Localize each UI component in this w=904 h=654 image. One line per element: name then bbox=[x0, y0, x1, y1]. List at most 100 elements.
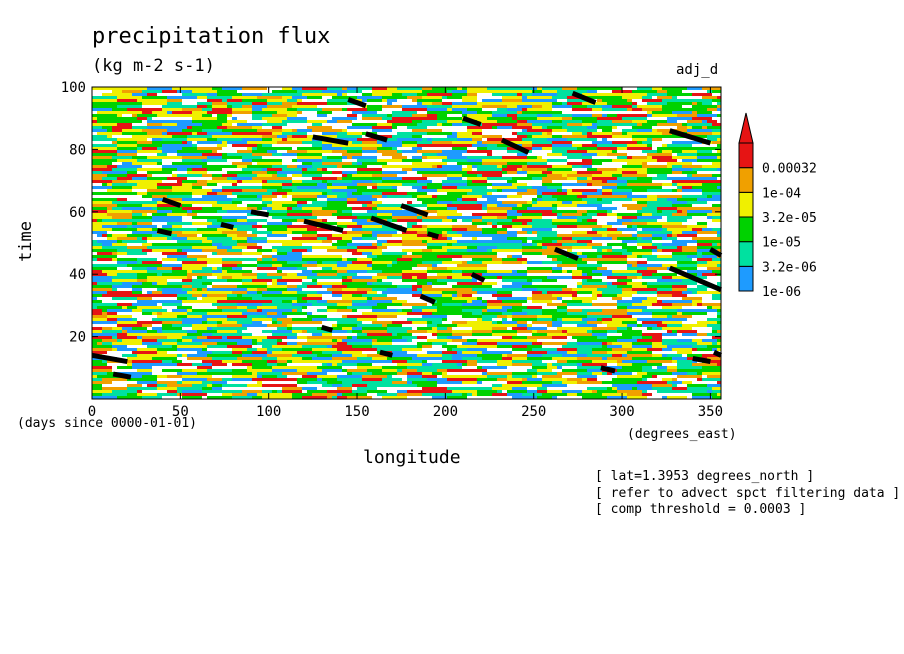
field-cell bbox=[417, 342, 432, 345]
field-cell bbox=[112, 228, 132, 231]
field-cell bbox=[562, 126, 587, 129]
field-cell bbox=[177, 294, 192, 297]
field-cell bbox=[417, 132, 427, 135]
field-cell bbox=[372, 186, 377, 189]
field-cell bbox=[92, 285, 112, 288]
field-cell bbox=[222, 276, 232, 279]
field-cell bbox=[102, 360, 107, 363]
field-cell bbox=[167, 132, 192, 135]
field-cell bbox=[472, 219, 482, 222]
field-cell bbox=[92, 108, 112, 111]
field-cell bbox=[632, 102, 637, 105]
field-cell bbox=[412, 357, 437, 360]
field-cell bbox=[282, 291, 297, 294]
field-cell bbox=[457, 345, 482, 348]
field-cell bbox=[302, 87, 327, 90]
dataset-tag: adj_d bbox=[676, 62, 719, 78]
field-cell bbox=[177, 153, 202, 156]
field-cell bbox=[442, 207, 447, 210]
field-cell bbox=[617, 147, 627, 150]
field-cell bbox=[377, 123, 387, 126]
field-cell bbox=[257, 375, 262, 378]
field-cell bbox=[117, 153, 137, 156]
field-cell bbox=[422, 96, 442, 99]
field-cell bbox=[477, 180, 487, 183]
field-cell bbox=[492, 114, 507, 117]
field-cell bbox=[682, 141, 702, 144]
field-cell bbox=[412, 195, 417, 198]
field-cell bbox=[617, 123, 637, 126]
field-cell bbox=[247, 165, 272, 168]
field-cell bbox=[462, 87, 467, 90]
threshold-segment bbox=[379, 349, 393, 358]
field-cell bbox=[442, 294, 452, 297]
field-cell bbox=[277, 270, 282, 273]
field-cell bbox=[547, 255, 567, 258]
field-cell bbox=[207, 96, 232, 99]
field-cell bbox=[132, 114, 137, 117]
field-cell bbox=[712, 369, 721, 372]
field-cell bbox=[142, 360, 162, 363]
field-cell bbox=[302, 174, 312, 177]
field-cell bbox=[717, 393, 721, 396]
field-cell bbox=[127, 318, 132, 321]
field-cell bbox=[642, 282, 647, 285]
field-cell bbox=[202, 159, 207, 162]
field-cell bbox=[587, 210, 607, 213]
field-cell bbox=[672, 96, 677, 99]
field-cell bbox=[192, 294, 202, 297]
field-cell bbox=[262, 339, 277, 342]
field-cell bbox=[157, 186, 172, 189]
field-cell bbox=[597, 189, 602, 192]
field-cell bbox=[447, 135, 457, 138]
field-cell bbox=[402, 108, 427, 111]
field-cell bbox=[602, 321, 622, 324]
field-cell bbox=[632, 138, 647, 141]
field-cell bbox=[517, 168, 522, 171]
field-cell bbox=[602, 99, 627, 102]
chart-units: (kg m-2 s-1) bbox=[92, 56, 215, 76]
field-cell bbox=[452, 354, 477, 357]
field-cell bbox=[307, 294, 322, 297]
field-cell bbox=[597, 147, 617, 150]
field-cell bbox=[327, 204, 347, 207]
field-cell bbox=[367, 213, 377, 216]
field-cell bbox=[152, 213, 167, 216]
field-cell bbox=[462, 357, 482, 360]
field-cell bbox=[567, 303, 572, 306]
field-cell bbox=[407, 327, 412, 330]
field-cell bbox=[542, 177, 567, 180]
field-cell bbox=[197, 258, 222, 261]
field-cell bbox=[347, 306, 372, 309]
field-cell bbox=[427, 207, 442, 210]
field-cell bbox=[407, 330, 427, 333]
field-cell bbox=[652, 309, 677, 312]
field-cell bbox=[637, 168, 647, 171]
field-cell bbox=[142, 249, 152, 252]
field-cell bbox=[157, 330, 162, 333]
field-cell bbox=[407, 372, 422, 375]
field-cell bbox=[497, 246, 522, 249]
field-cell bbox=[132, 126, 147, 129]
field-cell bbox=[222, 288, 247, 291]
field-cell bbox=[302, 357, 312, 360]
field-cell bbox=[682, 249, 697, 252]
field-cell bbox=[652, 189, 672, 192]
field-cell bbox=[582, 192, 602, 195]
field-cell bbox=[572, 132, 582, 135]
field-cell bbox=[507, 150, 532, 153]
field-cell bbox=[392, 93, 402, 96]
field-cell bbox=[687, 126, 692, 129]
field-cell bbox=[647, 111, 652, 114]
field-cell bbox=[487, 177, 497, 180]
field-cell bbox=[122, 117, 137, 120]
field-cell bbox=[177, 345, 182, 348]
field-cell bbox=[672, 183, 677, 186]
field-cell bbox=[577, 240, 592, 243]
field-cell bbox=[672, 303, 692, 306]
field-cell bbox=[147, 87, 172, 90]
field-cell bbox=[672, 330, 677, 333]
field-cell bbox=[642, 99, 662, 102]
field-cell bbox=[217, 126, 227, 129]
field-cell bbox=[587, 312, 612, 315]
